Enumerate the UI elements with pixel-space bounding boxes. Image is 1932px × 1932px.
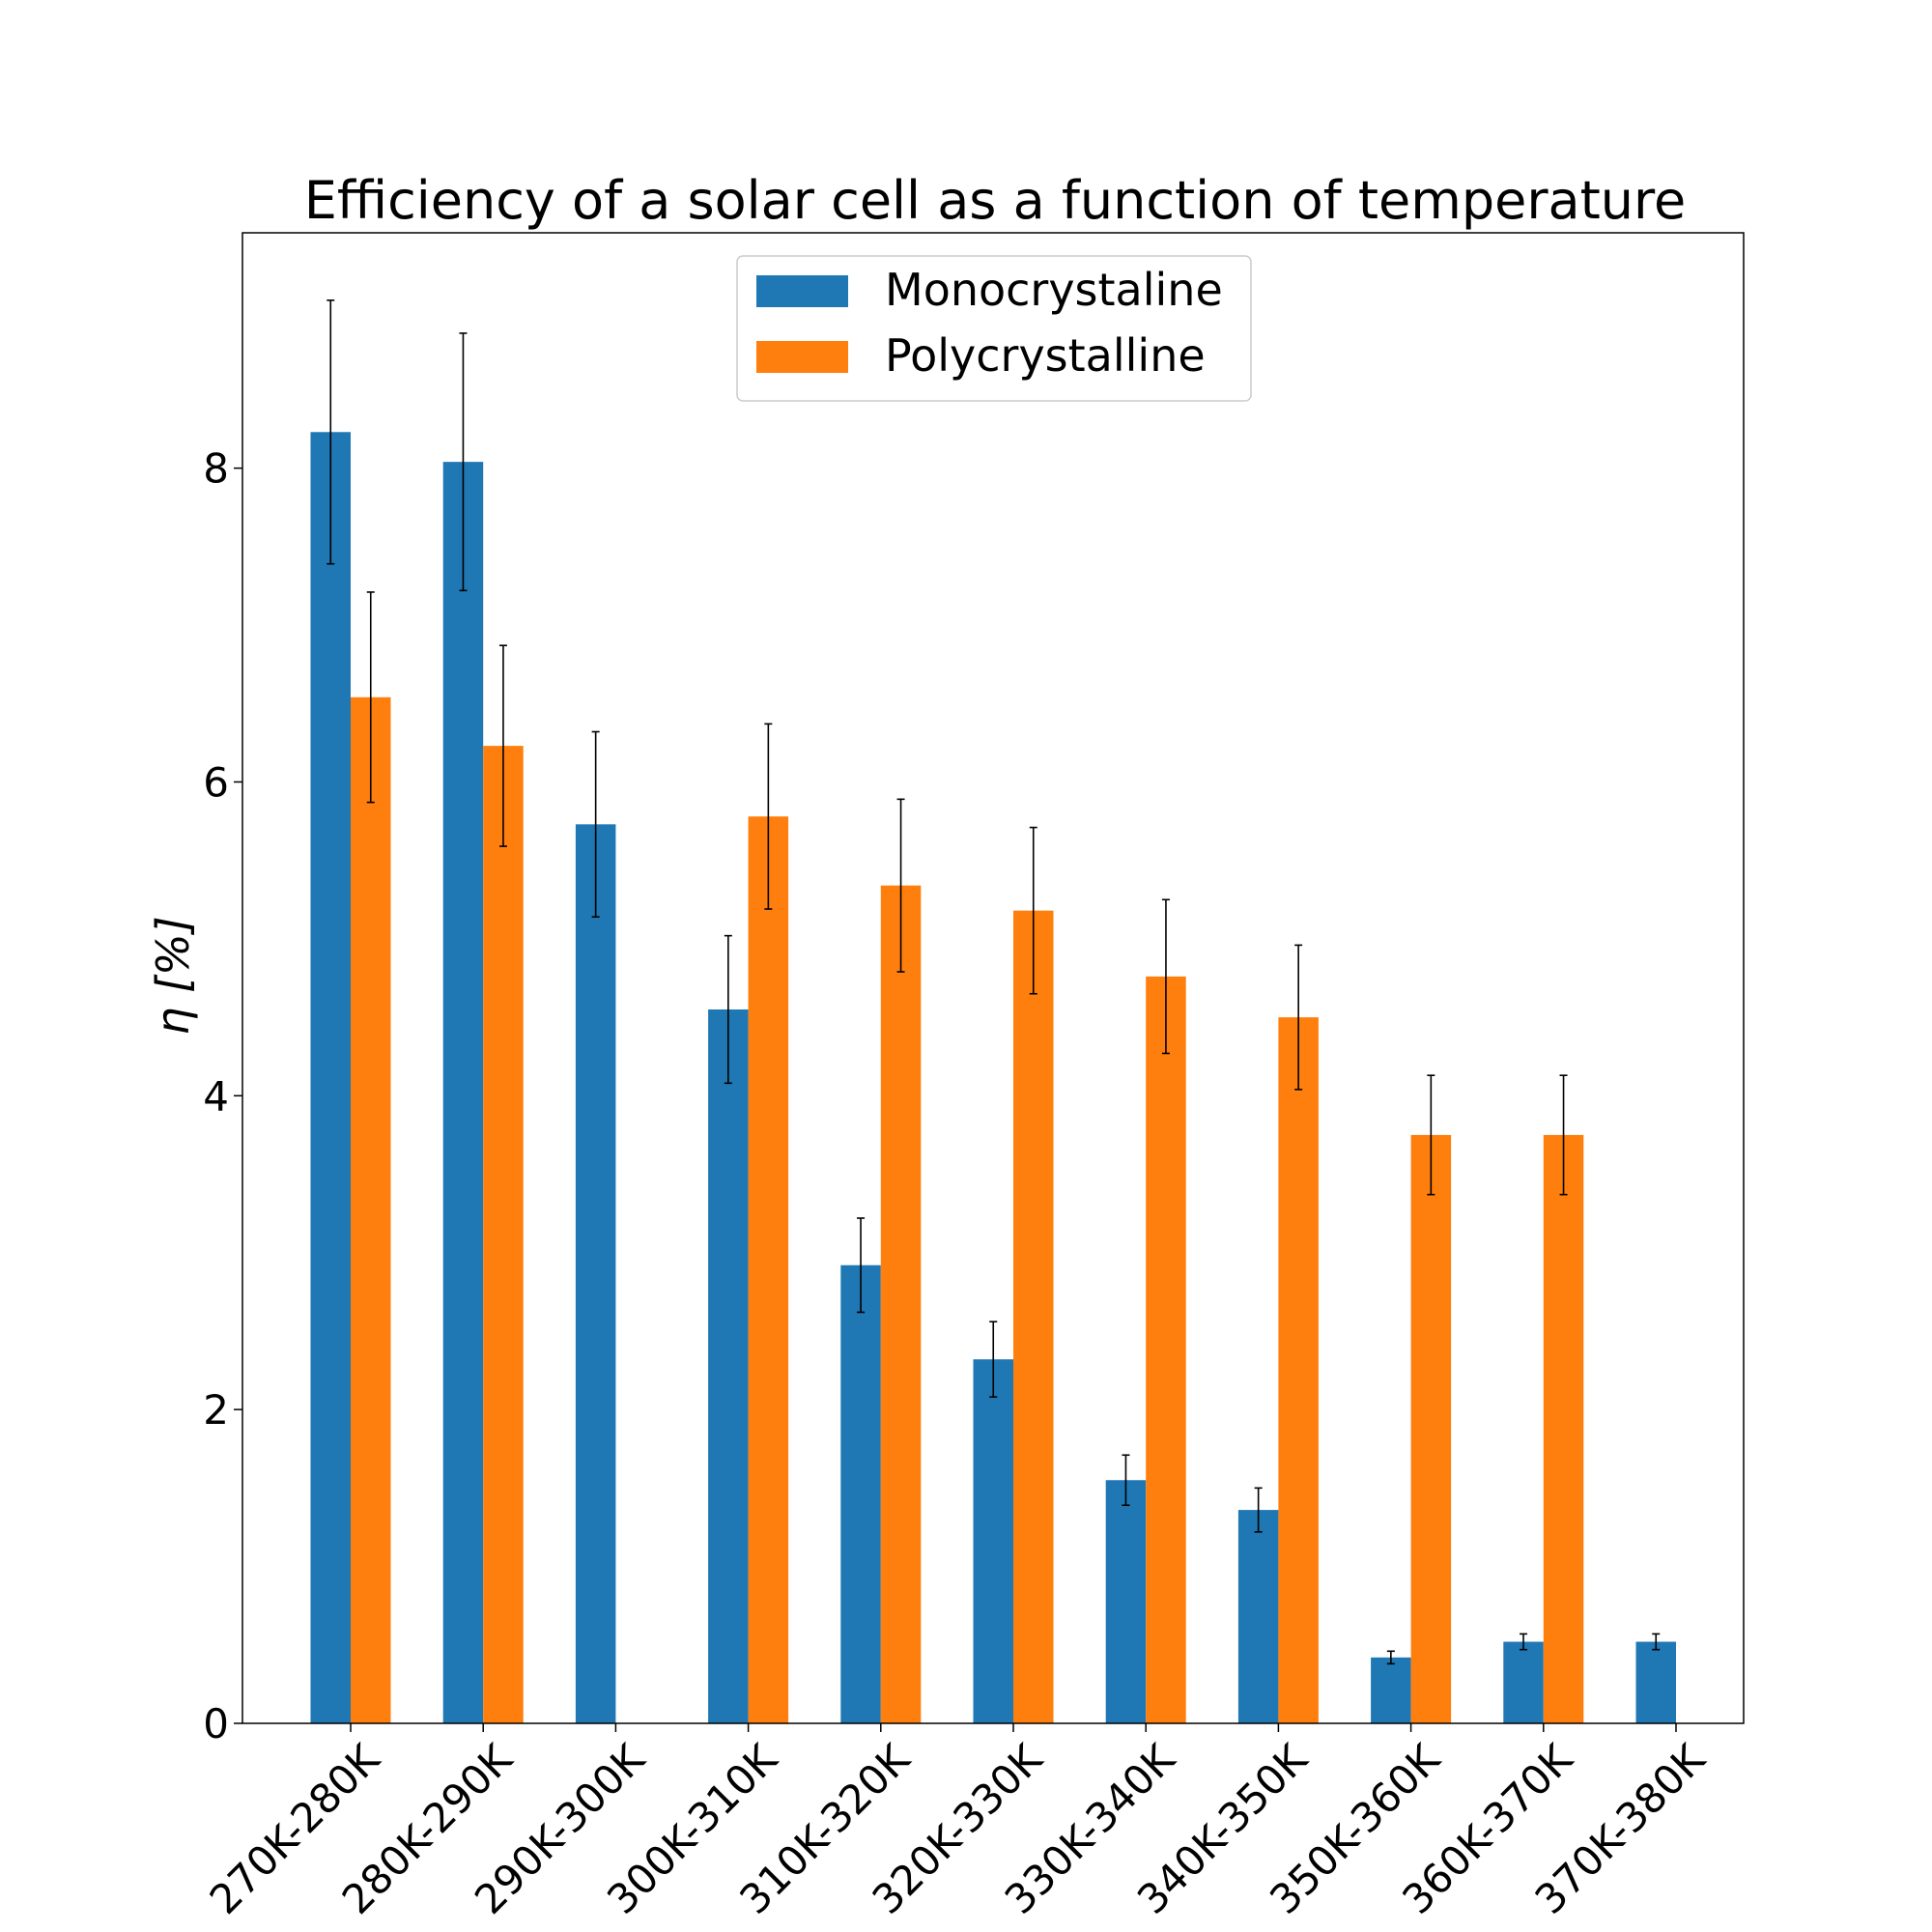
y-tick-label-0: 0	[203, 1700, 229, 1747]
bar-mono-5	[973, 1359, 1013, 1723]
y-tick-label-2: 4	[203, 1072, 229, 1120]
x-axis: 270K-280K280K-290K290K-300K300K-310K310K…	[200, 1723, 1715, 1923]
error-bar-poly-6	[1161, 898, 1170, 1055]
error-bar-mono-9	[1520, 1633, 1528, 1651]
bar-mono-3	[708, 1009, 749, 1723]
bars-layer	[310, 432, 1676, 1723]
error-bar-mono-4	[857, 1217, 866, 1314]
bar-mono-1	[442, 462, 484, 1723]
bar-mono-7	[1237, 1510, 1279, 1723]
bar-poly-5	[1013, 910, 1054, 1723]
y-tick-label-3: 6	[203, 758, 229, 806]
legend-label-0: Monocrystaline	[885, 264, 1223, 316]
error-bar-poly-8	[1427, 1074, 1435, 1196]
bar-poly-8	[1410, 1134, 1452, 1723]
error-bar-poly-0	[366, 591, 375, 804]
bar-mono-6	[1105, 1480, 1147, 1723]
bar-poly-0	[351, 696, 391, 1723]
error-bar-poly-3	[764, 723, 773, 910]
bar-poly-4	[880, 885, 922, 1723]
error-bar-poly-7	[1294, 944, 1303, 1091]
error-bar-poly-9	[1559, 1074, 1568, 1196]
bar-mono-8	[1371, 1657, 1411, 1723]
error-bars-layer	[327, 299, 1661, 1665]
error-bar-poly-1	[498, 644, 507, 847]
error-bar-poly-4	[896, 798, 905, 973]
plot-frame	[242, 232, 1745, 1724]
error-bar-mono-7	[1254, 1487, 1263, 1533]
legend-swatch-0	[756, 275, 848, 307]
bar-poly-1	[483, 746, 524, 1723]
bar-mono-0	[310, 432, 351, 1723]
error-bar-mono-8	[1386, 1650, 1395, 1665]
bar-mono-4	[840, 1264, 881, 1723]
bar-poly-7	[1278, 1017, 1319, 1723]
bar-poly-9	[1543, 1134, 1584, 1723]
error-bar-mono-5	[989, 1321, 998, 1398]
legend-swatch-1	[756, 341, 848, 373]
error-bar-mono-6	[1122, 1454, 1130, 1507]
error-bar-mono-10	[1652, 1633, 1661, 1651]
error-bar-poly-5	[1029, 826, 1037, 995]
error-bar-mono-1	[459, 332, 468, 592]
error-bar-mono-2	[591, 730, 600, 918]
y-tick-label-4: 8	[203, 445, 229, 493]
legend-box	[736, 255, 1252, 402]
y-axis: 0 2 4 6 8	[203, 445, 242, 1747]
bar-poly-3	[748, 816, 789, 1723]
bar-mono-2	[575, 824, 616, 1723]
chart-title: Efficiency of a solar cell as a function…	[304, 170, 1687, 231]
y-axis-label: η [%]	[147, 916, 199, 1035]
bar-mono-10	[1635, 1641, 1676, 1723]
error-bar-mono-3	[724, 934, 732, 1085]
legend-label-1: Polycrystalline	[885, 329, 1206, 382]
error-bar-mono-0	[327, 299, 335, 565]
legend: Monocrystaline Polycrystalline	[736, 255, 1252, 402]
y-tick-label-1: 2	[203, 1386, 229, 1434]
bar-poly-6	[1146, 976, 1186, 1723]
bar-mono-9	[1503, 1641, 1544, 1723]
